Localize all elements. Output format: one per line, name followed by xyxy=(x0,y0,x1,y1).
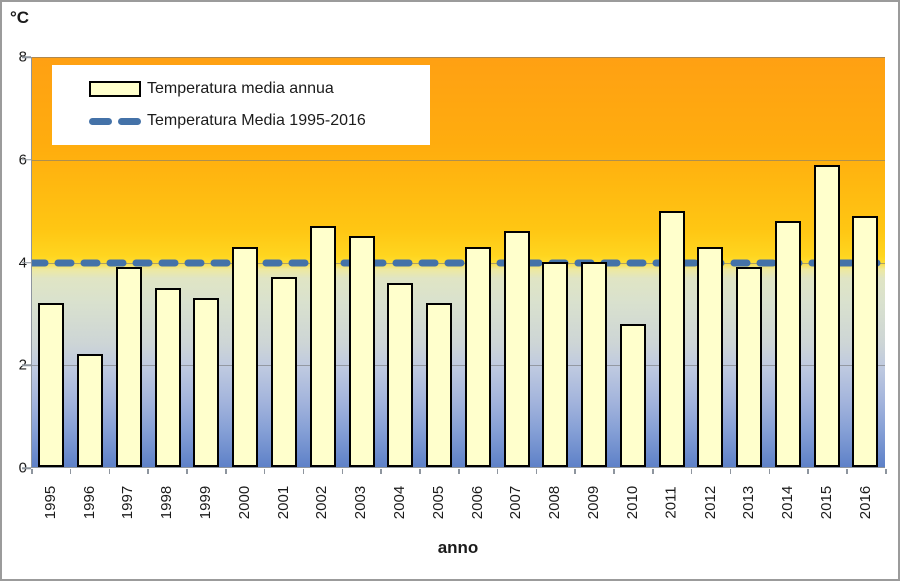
bar-slot-2000 xyxy=(226,57,265,467)
bar-2006 xyxy=(464,246,491,467)
bar-slot-2003 xyxy=(342,57,381,467)
x-axis-tick-labels: 1995 1996 1997 1998 1999 2000 2001 2002 2003 2004… xyxy=(31,475,885,529)
bar-slot-2007 xyxy=(497,57,536,467)
x-tick-label-2012: 2012 xyxy=(701,485,719,519)
bar-1999 xyxy=(193,297,220,467)
x-tick-label-2015: 2015 xyxy=(818,485,836,519)
bar-2013 xyxy=(736,267,763,467)
x-tick-label-2001: 2001 xyxy=(274,485,292,519)
plot-area: Temperatura media annua Temperatura Medi… xyxy=(31,57,885,468)
x-tick-label-2010: 2010 xyxy=(624,485,642,519)
legend-dashed-line-swatch xyxy=(89,113,141,129)
y-axis-unit-label: °C xyxy=(10,8,30,27)
x-tick-label-2016: 2016 xyxy=(856,485,874,519)
x-tick-label-2013: 2013 xyxy=(740,485,758,519)
mean-temperature-line xyxy=(32,259,885,266)
bar-2002 xyxy=(309,226,336,467)
bar-slot-2012 xyxy=(691,57,730,467)
bar-slot-2006 xyxy=(458,57,497,467)
bar-slot-2016 xyxy=(846,57,885,467)
bar-series xyxy=(32,57,885,467)
bar-slot-2005 xyxy=(420,57,459,467)
legend-line-label: Temperatura Media 1995-2016 xyxy=(147,112,366,130)
x-tick-label-1996: 1996 xyxy=(80,485,98,519)
bar-1997 xyxy=(115,267,142,467)
legend-bar-swatch xyxy=(89,80,141,97)
bar-1995 xyxy=(38,303,65,467)
x-tick-label-1999: 1999 xyxy=(197,485,215,519)
x-tick-label-2007: 2007 xyxy=(507,485,525,519)
x-tick-label-2004: 2004 xyxy=(391,485,409,519)
bar-2008 xyxy=(542,262,569,467)
bar-2010 xyxy=(619,323,646,467)
bar-slot-1998 xyxy=(148,57,187,467)
bar-2001 xyxy=(270,277,297,467)
legend: Temperatura media annua Temperatura Medi… xyxy=(52,65,430,145)
y-axis-tick-marks xyxy=(22,56,31,469)
x-tick-label-2000: 2000 xyxy=(235,485,253,519)
bar-slot-2009 xyxy=(575,57,614,467)
bar-2015 xyxy=(813,164,840,467)
bar-2009 xyxy=(581,262,608,467)
legend-item-bar: Temperatura media annua xyxy=(89,80,430,98)
x-tick-label-2014: 2014 xyxy=(779,485,797,519)
bar-slot-2001 xyxy=(265,57,304,467)
bar-1996 xyxy=(77,354,104,467)
bar-slot-2011 xyxy=(652,57,691,467)
x-tick-label-2005: 2005 xyxy=(430,485,448,519)
bar-2000 xyxy=(232,246,259,467)
x-tick-label-1997: 1997 xyxy=(119,485,137,519)
bar-2007 xyxy=(503,231,530,467)
bar-slot-1995 xyxy=(32,57,71,467)
x-tick-label-2009: 2009 xyxy=(585,485,603,519)
x-tick-label-2003: 2003 xyxy=(352,485,370,519)
bar-2014 xyxy=(774,221,801,467)
bar-slot-1997 xyxy=(110,57,149,467)
bar-slot-2015 xyxy=(807,57,846,467)
bar-slot-2008 xyxy=(536,57,575,467)
x-axis-tick-marks xyxy=(31,468,887,474)
bar-slot-2004 xyxy=(381,57,420,467)
bar-slot-2014 xyxy=(769,57,808,467)
bar-slot-1999 xyxy=(187,57,226,467)
bar-1998 xyxy=(154,287,181,467)
bar-2012 xyxy=(697,246,724,467)
bar-2011 xyxy=(658,210,685,467)
bar-slot-2010 xyxy=(613,57,652,467)
x-tick-label-2006: 2006 xyxy=(468,485,486,519)
x-tick-label-2002: 2002 xyxy=(313,485,331,519)
x-tick-label-2011: 2011 xyxy=(662,485,680,519)
bar-2005 xyxy=(426,303,453,467)
x-tick-label-1998: 1998 xyxy=(158,485,176,519)
x-axis-title: anno xyxy=(437,538,479,557)
x-tick-label-1995: 1995 xyxy=(41,485,59,519)
legend-item-line: Temperatura Media 1995-2016 xyxy=(89,112,430,130)
bar-2003 xyxy=(348,236,375,467)
x-tick-label-2008: 2008 xyxy=(546,485,564,519)
bar-slot-2013 xyxy=(730,57,769,467)
bar-2004 xyxy=(387,282,414,467)
legend-bar-label: Temperatura media annua xyxy=(147,79,334,97)
bar-2016 xyxy=(852,215,879,467)
bar-slot-2002 xyxy=(303,57,342,467)
bar-slot-1996 xyxy=(71,57,110,467)
